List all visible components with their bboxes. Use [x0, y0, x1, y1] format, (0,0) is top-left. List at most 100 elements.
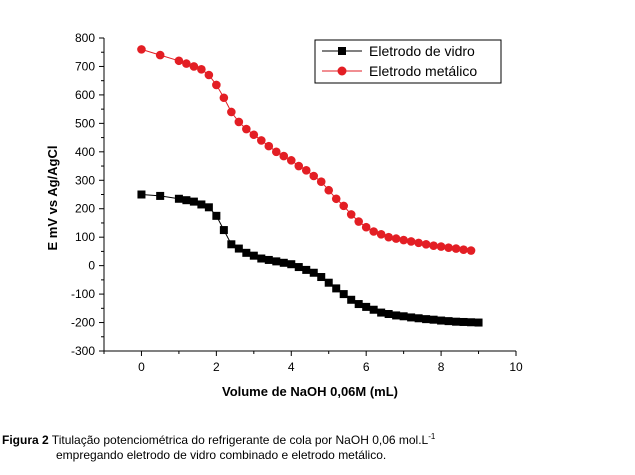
data-point-metalico	[391, 234, 401, 243]
x-tick-label: 0	[138, 360, 145, 374]
chart-legend: Eletrodo de vidro Eletrodo metálico	[314, 39, 502, 84]
data-point-vidro	[219, 226, 228, 235]
data-point-vidro	[324, 278, 333, 287]
data-point-vidro	[242, 248, 251, 257]
data-point-metalico	[339, 201, 349, 211]
data-point-vidro	[309, 268, 318, 277]
data-point-vidro	[422, 315, 431, 324]
data-point-vidro	[332, 284, 341, 293]
data-point-vidro	[287, 260, 296, 269]
y-tick-label: -300	[71, 344, 95, 358]
data-point-vidro	[257, 254, 266, 263]
data-point-vidro	[369, 305, 378, 314]
data-point-vidro	[414, 314, 423, 323]
y-tick-label: 200	[75, 202, 95, 216]
data-point-vidro	[474, 318, 483, 327]
x-tick-label: 10	[509, 360, 523, 374]
data-point-vidro	[437, 316, 446, 325]
data-point-vidro	[467, 318, 476, 327]
data-point-vidro	[399, 312, 408, 321]
data-point-metalico	[324, 185, 334, 195]
data-point-vidro	[384, 310, 393, 319]
data-point-metalico	[369, 227, 378, 236]
data-point-metalico	[301, 166, 311, 175]
data-point-vidro	[189, 197, 198, 206]
data-point-metalico	[429, 241, 438, 251]
data-point-vidro	[212, 211, 221, 220]
caption-unit-exponent: -1	[428, 432, 436, 441]
x-tick-label: 8	[438, 360, 445, 374]
data-point-metalico	[219, 93, 229, 103]
data-point-metalico	[189, 62, 199, 71]
data-point-metalico	[414, 238, 423, 248]
legend-marker-metalico	[337, 66, 347, 76]
data-point-metalico	[421, 239, 431, 249]
data-point-vidro	[429, 315, 438, 324]
y-tick-label: -200	[71, 316, 95, 330]
x-tick-label: 6	[363, 360, 370, 374]
y-tick-label: 700	[75, 59, 95, 73]
caption-line1: Titulação potenciométrica do refrigerant…	[48, 433, 429, 447]
data-point-metalico	[249, 130, 259, 140]
data-point-vidro	[459, 317, 468, 326]
x-tick-label: 2	[213, 360, 220, 374]
data-point-vidro	[392, 311, 401, 320]
data-point-vidro	[302, 265, 311, 274]
data-point-metalico	[279, 151, 289, 161]
titration-chart: 0 2 4 6 8 10 -300 -200 -100 0 100 200 300 400 500 600 70…	[45, 31, 523, 399]
data-point-metalico	[212, 80, 221, 90]
data-point-vidro	[272, 257, 281, 266]
data-point-vidro	[347, 295, 356, 304]
data-point-metalico	[459, 245, 468, 255]
data-point-vidro	[234, 244, 243, 253]
data-point-metalico	[257, 136, 266, 145]
data-point-metalico	[286, 156, 296, 165]
data-point-vidro	[249, 251, 258, 260]
data-point-metalico	[294, 161, 304, 171]
data-point-metalico	[316, 177, 326, 186]
data-point-vidro	[182, 196, 191, 205]
data-point-vidro	[204, 203, 213, 212]
series-line-0	[141, 194, 479, 323]
y-tick-label: 100	[75, 230, 95, 244]
data-point-metalico	[399, 235, 408, 245]
data-point-vidro	[317, 273, 326, 282]
data-point-metalico	[361, 222, 371, 232]
data-point-metalico	[182, 59, 191, 68]
x-axis-title: Volume de NaOH 0,06M (mL)	[222, 384, 398, 399]
data-point-vidro	[174, 194, 183, 203]
data-point-metalico	[436, 242, 446, 251]
data-point-metalico	[174, 56, 184, 66]
chart-series	[137, 45, 483, 327]
x-tick-label: 4	[288, 360, 295, 374]
chart-ticks: 0 2 4 6 8 10 -300 -200 -100 0 100 200 300 400 500 600 70…	[71, 31, 523, 374]
y-tick-label: 300	[75, 173, 95, 187]
data-point-vidro	[156, 191, 165, 200]
y-axis-title: E mV vs Ag/AgCl	[45, 146, 60, 251]
data-point-metalico	[264, 141, 274, 151]
y-tick-label: -100	[71, 287, 95, 301]
data-point-metalico	[155, 50, 165, 60]
legend-marker-vidro	[338, 47, 346, 55]
data-point-metalico	[271, 147, 281, 157]
chart-axes	[103, 38, 516, 352]
y-tick-label: 400	[75, 145, 95, 159]
data-point-metalico	[242, 124, 251, 134]
data-point-metalico	[309, 171, 319, 181]
data-point-metalico	[197, 65, 206, 74]
caption-label: Figura 2	[2, 433, 49, 447]
data-point-metalico	[137, 45, 146, 54]
legend-label-metalico: Eletrodo metálico	[369, 63, 477, 79]
caption-line2: empregando eletrodo de vidro combinado e…	[56, 448, 387, 462]
data-point-metalico	[444, 243, 453, 253]
data-point-metalico	[234, 117, 244, 127]
data-point-vidro	[197, 200, 206, 209]
data-point-vidro	[377, 308, 386, 317]
data-point-vidro	[137, 190, 146, 199]
data-point-vidro	[294, 263, 303, 272]
data-point-vidro	[362, 302, 371, 311]
data-point-vidro	[444, 317, 453, 326]
data-point-metalico	[331, 194, 341, 204]
data-point-metalico	[466, 246, 476, 255]
legend-label-vidro: Eletrodo de vidro	[369, 43, 475, 59]
